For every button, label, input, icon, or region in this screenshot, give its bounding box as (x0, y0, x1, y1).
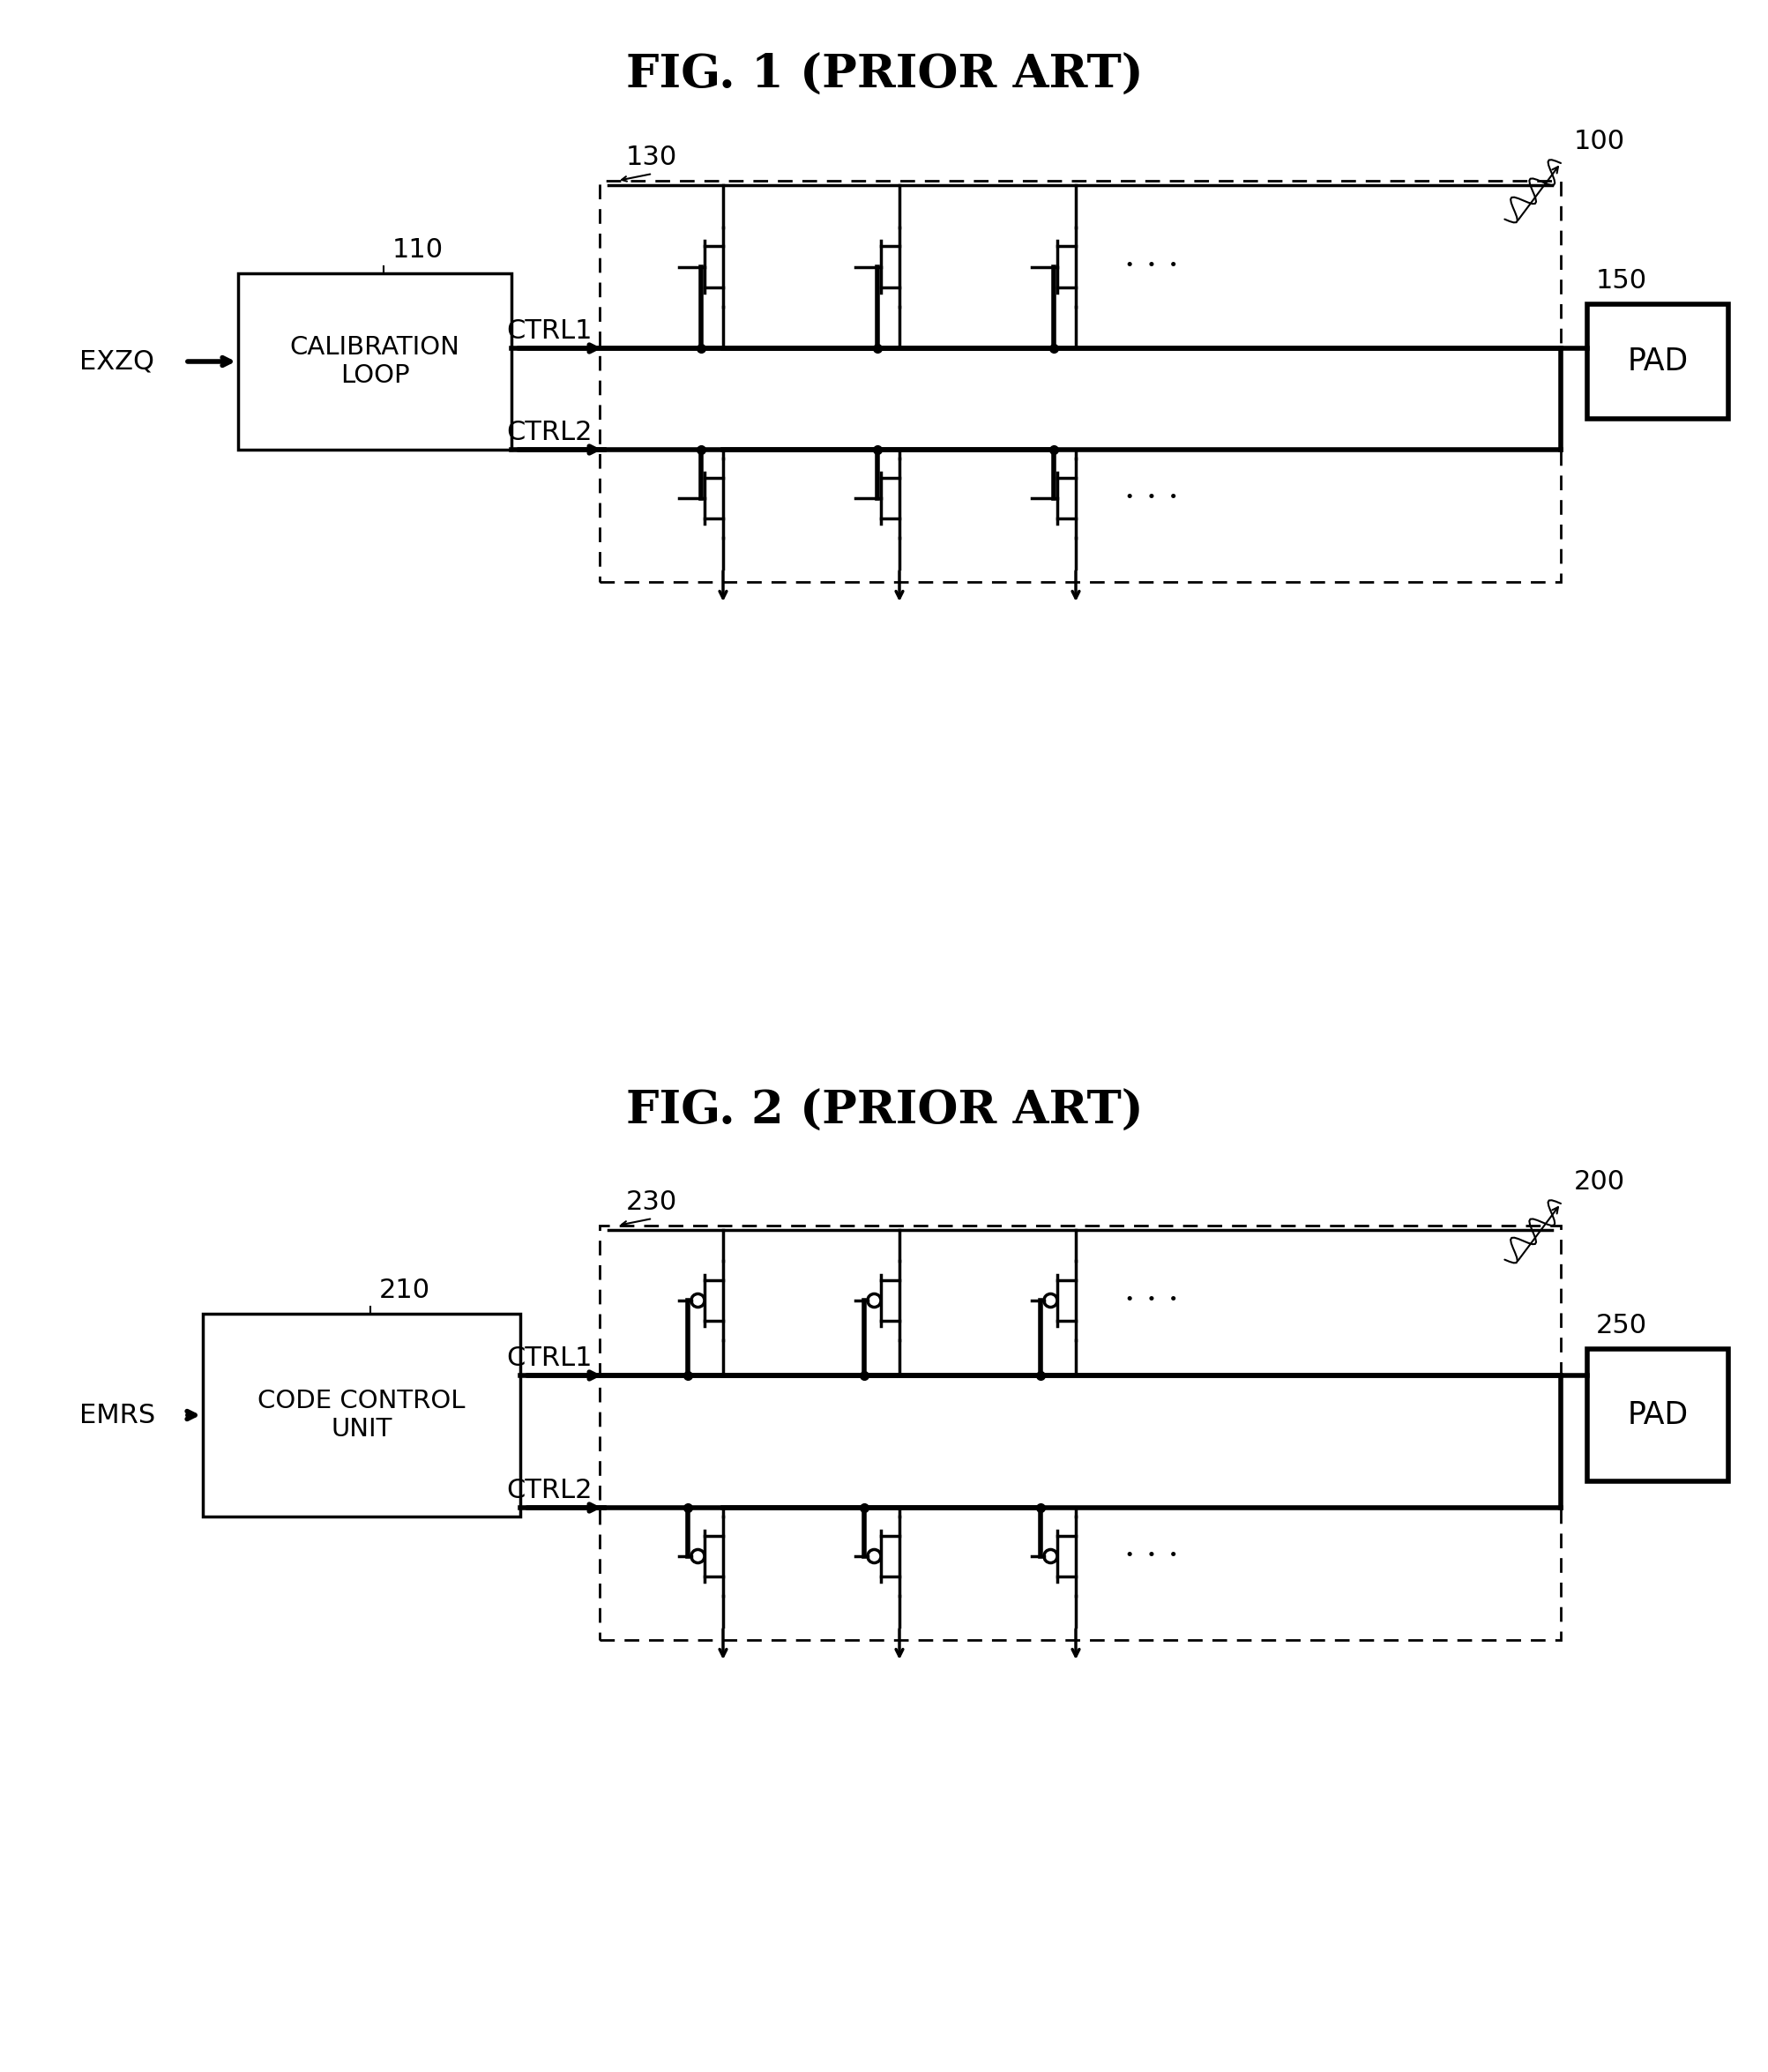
Bar (599, 1225, 1559, 1639)
Text: · · ·: · · · (1124, 1539, 1177, 1573)
Bar (1586, 305, 1727, 419)
Text: · · ·: · · · (1124, 483, 1177, 514)
Text: 230: 230 (626, 1189, 677, 1214)
Text: EXZQ: EXZQ (80, 348, 154, 375)
Text: 250: 250 (1595, 1314, 1646, 1339)
Text: 150: 150 (1595, 267, 1646, 294)
Text: · · ·: · · · (1124, 251, 1177, 284)
Bar (203, 1314, 520, 1517)
Text: CODE CONTROL
UNIT: CODE CONTROL UNIT (258, 1388, 465, 1442)
Text: CTRL2: CTRL2 (506, 1477, 592, 1504)
Bar (239, 274, 511, 450)
Text: CTRL1: CTRL1 (506, 319, 592, 344)
Text: CTRL1: CTRL1 (506, 1345, 592, 1372)
Text: CALIBRATION
LOOP: CALIBRATION LOOP (290, 336, 460, 387)
Text: CTRL2: CTRL2 (506, 421, 592, 445)
Text: 130: 130 (626, 145, 677, 170)
Bar (1586, 1349, 1727, 1481)
Text: 100: 100 (1574, 128, 1625, 153)
Text: EMRS: EMRS (80, 1403, 156, 1428)
Text: FIG. 2 (PRIOR ART): FIG. 2 (PRIOR ART) (626, 1090, 1142, 1133)
Text: 200: 200 (1574, 1169, 1625, 1196)
Text: 210: 210 (378, 1278, 430, 1303)
Text: · · ·: · · · (1124, 1285, 1177, 1318)
Text: PAD: PAD (1627, 346, 1687, 377)
Bar (599, 180, 1559, 582)
Text: 110: 110 (392, 236, 444, 263)
Text: FIG. 1 (PRIOR ART): FIG. 1 (PRIOR ART) (626, 54, 1142, 97)
Text: PAD: PAD (1627, 1401, 1687, 1430)
